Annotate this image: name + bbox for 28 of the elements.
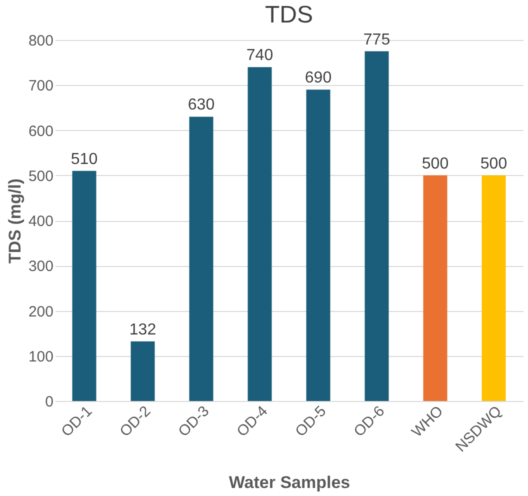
data-label: 690 [304, 70, 332, 87]
y-tick-label: 700 [28, 78, 54, 95]
y-tick-label: 500 [28, 168, 54, 185]
y-tick-label: 300 [28, 258, 54, 276]
data-label: 630 [188, 96, 215, 114]
x-axis-title: Water Samples [228, 472, 350, 492]
data-label: 132 [129, 321, 156, 338]
y-axis-title: TDS (mg/l) [5, 178, 24, 264]
bar [130, 341, 155, 401]
data-label: 500 [480, 155, 508, 172]
y-tick-label: 100 [28, 348, 54, 366]
bar [306, 90, 330, 401]
bar [248, 67, 272, 401]
bar [72, 170, 96, 401]
y-tick-label: 600 [28, 122, 54, 140]
data-label: 500 [422, 155, 449, 172]
y-tick-label: 200 [28, 303, 54, 320]
bar [364, 51, 389, 401]
data-label: 510 [70, 150, 98, 168]
y-tick-label: 0 [45, 394, 54, 410]
y-tick-label: 800 [28, 32, 54, 50]
data-label: 775 [363, 31, 390, 48]
bar [482, 175, 506, 401]
y-tick-label: 400 [28, 213, 54, 230]
bar [423, 175, 448, 401]
data-label: 740 [246, 47, 274, 64]
bar [189, 116, 214, 401]
chart-title: TDS [265, 1, 313, 28]
